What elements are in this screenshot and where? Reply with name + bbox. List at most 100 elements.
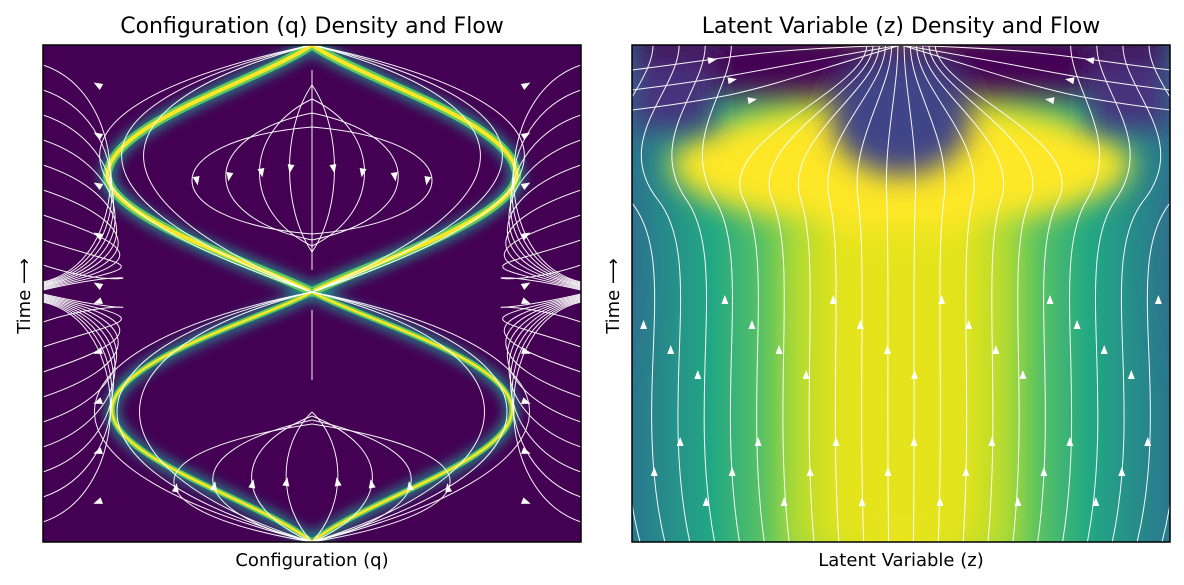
heatmap-top-dark <box>632 45 1170 175</box>
stream-arrow <box>884 467 892 476</box>
streamline <box>504 295 581 373</box>
panel-title: Latent Variable (z) Density and Flow <box>702 14 1100 39</box>
stream-arrow <box>1066 437 1074 446</box>
stream-arrow <box>1127 370 1135 379</box>
streamline <box>43 189 119 288</box>
streamline <box>121 45 313 293</box>
streamline <box>311 112 399 241</box>
streamline <box>116 291 313 542</box>
y-axis-label: Time ⟶ <box>14 258 35 335</box>
stream-arrow <box>359 167 367 178</box>
streamline <box>827 45 886 542</box>
stream-arrow <box>1118 467 1126 476</box>
stream-arrow <box>721 295 729 304</box>
streamline <box>43 296 119 398</box>
panel-latent: Latent Variable (z) Density and Flow <box>603 14 1177 571</box>
stream-arrow <box>1154 295 1162 304</box>
streamline <box>43 164 118 287</box>
streamline <box>739 45 868 542</box>
streamline <box>311 291 530 542</box>
streamline <box>173 423 313 542</box>
stream-arrow <box>625 497 632 506</box>
streamline <box>311 45 481 293</box>
streamline <box>903 45 917 542</box>
streamline <box>285 411 313 542</box>
stream-arrow <box>282 477 290 487</box>
stream-arrow <box>368 479 376 489</box>
stream-arrow <box>520 82 531 91</box>
stream-arrow <box>1019 370 1027 379</box>
stream-arrow <box>334 477 342 487</box>
stream-arrow <box>938 295 946 304</box>
stream-arrow <box>93 182 104 191</box>
streamline <box>251 415 313 542</box>
streamline <box>916 45 975 542</box>
streamline <box>1086 45 1131 542</box>
streamline <box>922 45 1004 542</box>
stream-arrow <box>520 182 531 191</box>
stream-arrow <box>965 320 973 329</box>
x-axis-label: Latent Variable (z) <box>818 550 983 571</box>
x-axis-label: Configuration (q) <box>235 550 388 571</box>
stream-arrow <box>728 467 736 476</box>
streamline <box>94 291 313 542</box>
stream-arrow <box>210 481 218 491</box>
stream-arrow <box>1170 497 1177 506</box>
stream-arrow <box>962 467 970 476</box>
stream-arrow <box>329 163 337 174</box>
streamline <box>856 45 893 542</box>
density-heatmap <box>43 45 581 542</box>
streamline <box>502 294 581 348</box>
stream-arrow <box>911 370 919 379</box>
stream-arrow <box>802 370 810 379</box>
streamline <box>640 45 691 542</box>
stream-arrow <box>1092 497 1100 506</box>
stream-arrow <box>640 320 648 329</box>
stream-arrow <box>93 497 103 504</box>
y-axis-label: Time ⟶ <box>603 258 624 335</box>
stream-arrow <box>1144 437 1152 446</box>
stream-arrow <box>445 483 453 493</box>
stream-arrow <box>988 437 996 446</box>
stream-arrow <box>775 345 783 354</box>
stream-arrow <box>521 347 531 354</box>
stream-arrow <box>192 175 200 186</box>
streamline <box>505 296 581 398</box>
streamline <box>43 295 120 373</box>
stream-arrow <box>93 297 103 304</box>
streamline <box>768 45 874 542</box>
stream-arrow <box>702 497 710 506</box>
stream-arrow <box>520 282 531 291</box>
streamline <box>632 45 902 111</box>
stream-arrow <box>93 132 104 141</box>
streamline <box>506 297 581 423</box>
stream-arrow <box>694 370 702 379</box>
stream-arrow <box>910 437 918 446</box>
streamline <box>506 164 581 287</box>
stream-arrow <box>171 483 179 493</box>
streamline <box>43 139 116 286</box>
streamline <box>43 64 111 283</box>
streamline <box>900 45 1170 71</box>
streamline <box>311 291 485 542</box>
stream-arrow <box>406 481 414 491</box>
streamline <box>139 291 313 542</box>
streamline <box>311 415 373 542</box>
streamline <box>513 301 581 523</box>
streamline <box>900 45 1170 91</box>
stream-arrow <box>1040 467 1048 476</box>
streamline <box>928 45 1034 542</box>
stream-arrow <box>520 132 531 141</box>
axes-frame <box>631 44 1171 543</box>
stream-arrow <box>1045 97 1055 105</box>
stream-arrow <box>832 437 840 446</box>
streamline <box>632 45 902 91</box>
ridge-lower <box>110 290 514 542</box>
streamline <box>500 264 581 291</box>
stream-arrow <box>829 295 837 304</box>
stream-arrow <box>780 497 788 506</box>
panel-configuration: Configuration (q) Density and Flow <box>14 14 582 571</box>
streamline <box>798 45 880 542</box>
